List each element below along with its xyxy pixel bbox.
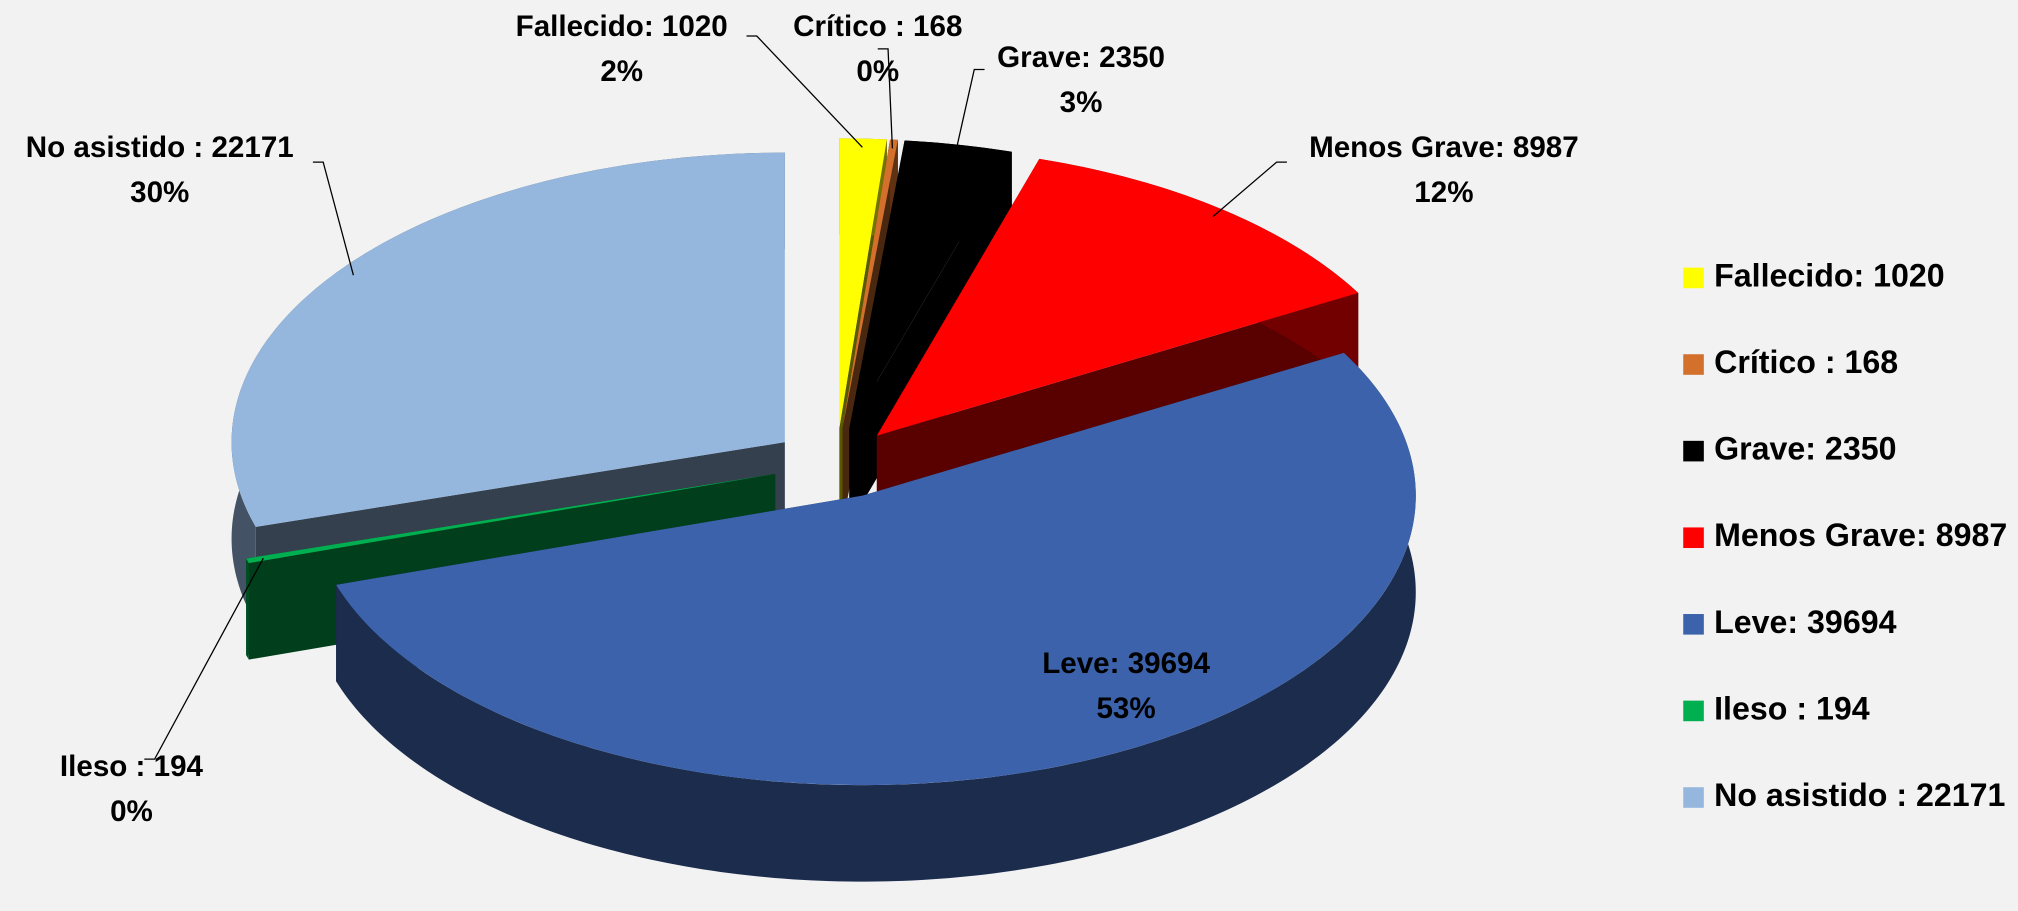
slice-top [849, 140, 1012, 429]
data-label: Menos Grave: 8987 [1309, 131, 1579, 164]
legend-swatch [1683, 440, 1704, 462]
legend-label: No asistido : 22171 [1714, 777, 2005, 813]
legend-label: Crítico : 168 [1714, 344, 1898, 380]
data-label: Leve: 39694 [1042, 647, 1210, 680]
leader-line [312, 161, 355, 276]
data-label-percent: 0% [110, 795, 153, 828]
leader-line [144, 557, 264, 760]
data-label: Crítico : 168 [793, 10, 962, 43]
legend-swatch [1683, 700, 1704, 722]
data-label: Fallecido: 1020 [516, 10, 728, 43]
leader-line [954, 68, 985, 154]
slice-top [231, 152, 785, 527]
slice-top [842, 139, 898, 428]
slice-side [246, 558, 249, 660]
leader-line [746, 35, 863, 148]
data-label-percent: 3% [1060, 86, 1103, 119]
slice [336, 352, 1416, 882]
legend-swatch [1683, 354, 1704, 375]
legend-swatch [1683, 614, 1704, 635]
legend-label: Fallecido: 1020 [1714, 257, 1945, 293]
data-label-percent: 12% [1414, 176, 1473, 209]
slice-side [336, 352, 1416, 882]
data-label-percent: 30% [130, 176, 189, 209]
slice-top [246, 473, 776, 564]
leader-line [1212, 161, 1287, 218]
legend-swatch [1683, 787, 1704, 808]
legend-label: Ileso : 194 [1714, 690, 1870, 726]
data-label-percent: 0% [856, 55, 899, 88]
legend-swatch [1683, 527, 1704, 549]
data-label-percent: 2% [600, 55, 643, 88]
legend-label: Grave: 2350 [1714, 431, 1896, 467]
legend-label: Menos Grave: 8987 [1714, 517, 2007, 553]
data-label: Grave: 2350 [997, 41, 1165, 74]
leader-line [877, 48, 894, 149]
slice-top [839, 138, 887, 428]
legend-swatch [1683, 267, 1704, 289]
slice-top [336, 352, 1416, 786]
data-label: No asistido : 22171 [26, 131, 294, 164]
legend-label: Leve: 39694 [1714, 604, 1896, 640]
data-label: Ileso : 194 [60, 750, 204, 783]
data-label-percent: 53% [1096, 692, 1155, 725]
slice-top [876, 158, 1359, 436]
